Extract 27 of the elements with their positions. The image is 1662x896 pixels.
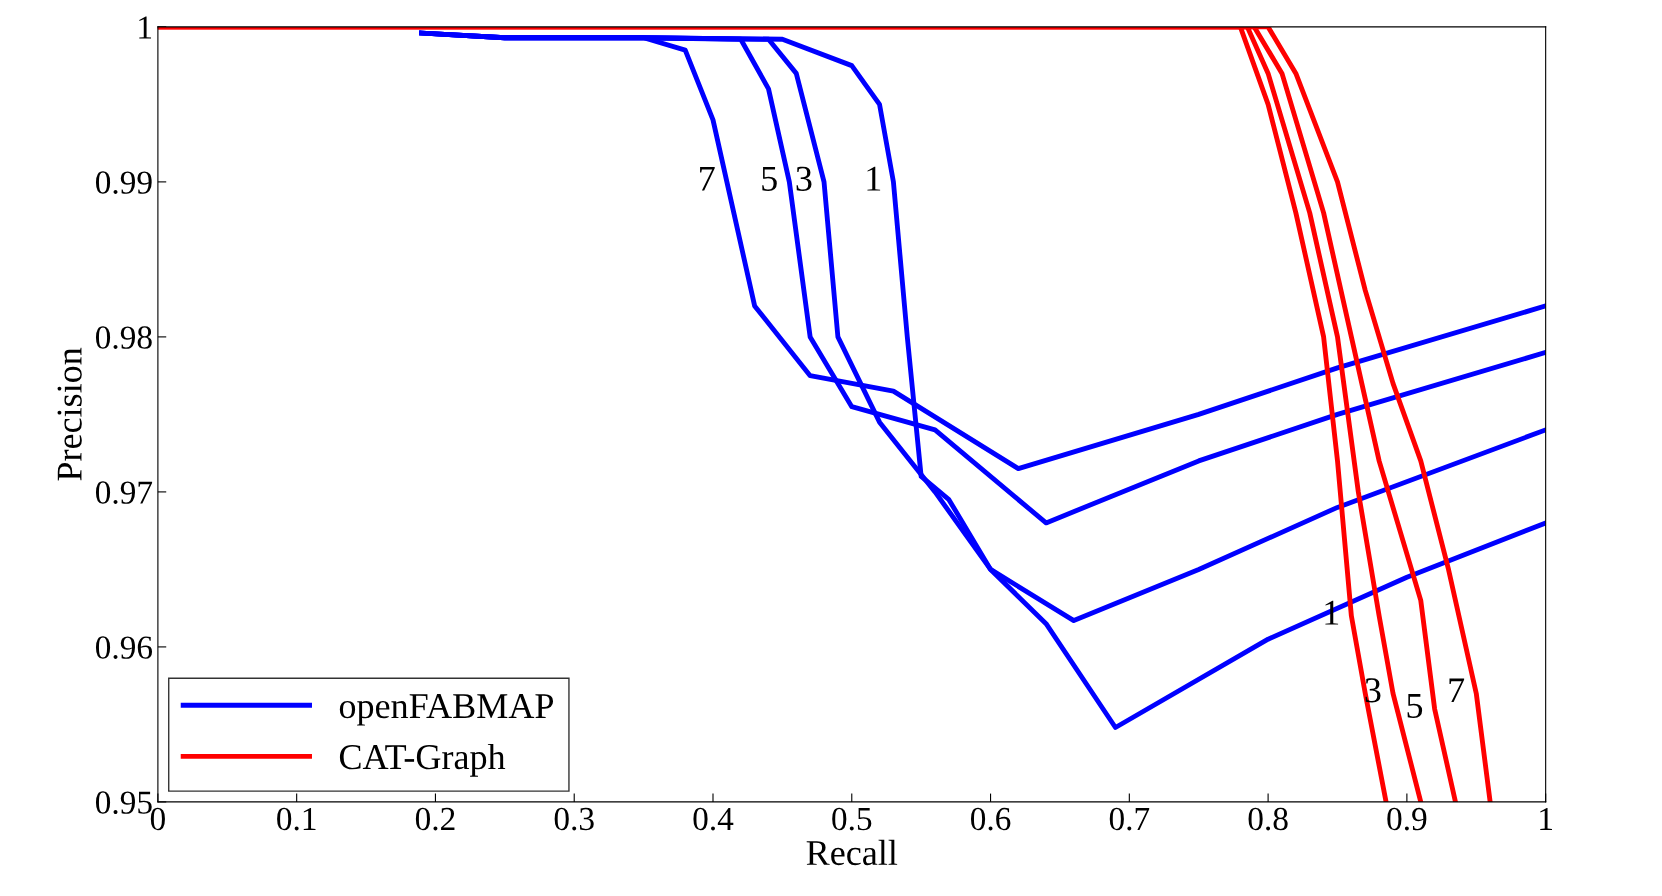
x-axis-title: Recall: [806, 839, 898, 866]
x-tick-label: 0.1: [277, 807, 316, 831]
x-tick-label: 0.4: [693, 807, 734, 831]
x-tick-label: 0.9: [1387, 807, 1427, 831]
x-tick-label: 0: [150, 807, 165, 831]
y-tick-label: 1: [139, 16, 152, 39]
y-axis-title: Precision: [57, 347, 82, 481]
x-tick-label: 0.2: [415, 807, 455, 831]
x-tick-label: 1: [1540, 807, 1552, 830]
y-tick-label: 0.97: [95, 481, 153, 504]
y-tick-label: 0.95: [95, 791, 152, 814]
annotation: 1: [867, 166, 881, 191]
legend-label: CAT-Graph: [339, 743, 506, 777]
x-tick-label: 0.5: [832, 807, 872, 831]
y-tick-label: 0.96: [95, 636, 153, 659]
x-tick-label: 0.6: [970, 807, 1011, 831]
annotation: 7: [1449, 678, 1465, 703]
legend-label: openFABMAP: [339, 694, 554, 726]
x-tick-label: 0.7: [1109, 807, 1150, 831]
y-tick-label: 0.99: [95, 171, 152, 194]
annotation: 7: [700, 166, 715, 191]
annotation: 5: [762, 166, 777, 191]
annotation: 5: [1407, 693, 1423, 718]
x-tick-label: 0.8: [1248, 807, 1288, 831]
y-tick-label: 0.98: [95, 326, 152, 349]
x-tick-label: 0.3: [554, 807, 594, 831]
annotation: 3: [796, 166, 812, 191]
